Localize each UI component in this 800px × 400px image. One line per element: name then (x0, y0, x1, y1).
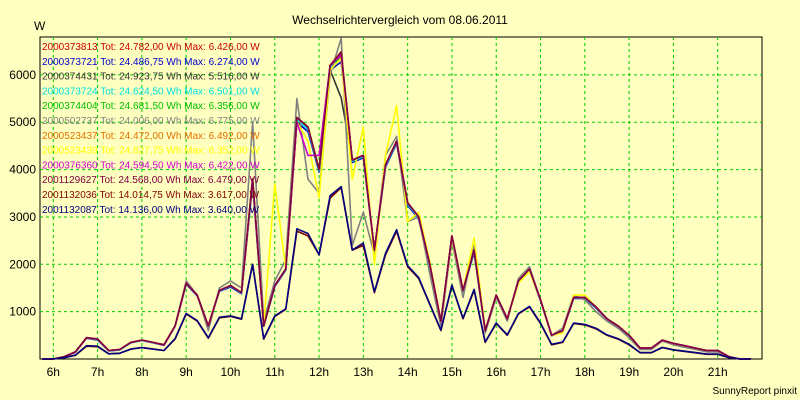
x-tick-label-6h: 6h (47, 365, 60, 379)
y-tick-label-4000: 4000 (9, 163, 36, 177)
legend-entry-7: 2000523439 Tot: 24.827,75 Wh Max: 6.352,… (42, 146, 260, 157)
footer-credit: SunnyReport pinxit (713, 386, 798, 397)
x-tick-label-16h: 16h (486, 365, 506, 379)
y-tick-label-6000: 6000 (9, 68, 36, 82)
series-line-11 (42, 185, 751, 360)
grid-lines (40, 37, 762, 359)
legend-entry-6: 2000523437 Tot: 24.472,00 Wh Max: 6.492,… (42, 131, 260, 142)
legend-entry-2: 2000374431 Tot: 24.923,75 Wh Max: 5.516,… (42, 72, 260, 83)
y-axis-unit-label: W (34, 19, 46, 33)
x-tick-label-15h: 15h (442, 365, 462, 379)
legend-entry-5: 2000502737 Tot: 24.006,00 Wh Max: 6.775,… (42, 116, 260, 127)
x-tick-label-20h: 20h (663, 365, 683, 379)
x-tick-label-7h: 7h (91, 365, 104, 379)
legend-entry-10: 2001132036 Tot: 14.014,75 Wh Max: 3.617,… (42, 190, 260, 201)
x-tick-label-17h: 17h (531, 365, 551, 379)
series-lines (42, 37, 751, 360)
series-line-9 (42, 51, 751, 360)
legend-entry-8: 2000376360 Tot: 24.594,50 Wh Max: 6.422,… (42, 160, 260, 171)
y-axis-ticks: 1000 2000 3000 4000 5000 6000 (9, 68, 36, 319)
legend-entry-3: 2000373724 Tot: 24.624,50 Wh Max: 6.501,… (42, 86, 260, 97)
legend-entry-9: 2001129627 Tot: 24.568,00 Wh Max: 6.479,… (42, 175, 260, 186)
x-tick-label-10h: 10h (220, 365, 240, 379)
legend: 2000373813 Tot: 24.782,00 Wh Max: 6.426,… (42, 42, 260, 216)
x-tick-label-12h: 12h (309, 365, 329, 379)
plot-area (39, 36, 763, 360)
x-tick-label-21h: 21h (708, 365, 728, 379)
x-tick-label-19h: 19h (619, 365, 639, 379)
chart-title: Wechselrichtervergleich vom 08.06.2011 (292, 13, 508, 27)
legend-entry-0: 2000373813 Tot: 24.782,00 Wh Max: 6.426,… (42, 42, 260, 53)
x-tick-label-13h: 13h (353, 365, 373, 379)
x-axis-ticks: 6h 7h 8h 9h 10h 11h 12h 13h 14h 15h 16h 17h 18h 19h 20… (47, 365, 728, 379)
y-tick-label-1000: 1000 (9, 305, 36, 319)
y-tick-label-3000: 3000 (9, 210, 36, 224)
x-tick-label-14h: 14h (398, 365, 418, 379)
legend-entry-1: 2000373721 Tot: 24.486,75 Wh Max: 6.274,… (42, 57, 260, 68)
y-tick-label-5000: 5000 (9, 115, 36, 129)
x-tick-label-11h: 11h (265, 365, 284, 379)
x-tick-label-9h: 9h (179, 365, 192, 379)
y-tick-label-2000: 2000 (9, 257, 36, 271)
x-tick-label-8h: 8h (135, 365, 148, 379)
legend-entry-4: 2000374404 Tot: 24.681,50 Wh Max: 6.356,… (42, 101, 260, 112)
x-tick-label-18h: 18h (575, 365, 595, 379)
legend-entry-11: 2001132087 Tot: 14.136,00 Wh Max: 3.640,… (42, 205, 260, 216)
